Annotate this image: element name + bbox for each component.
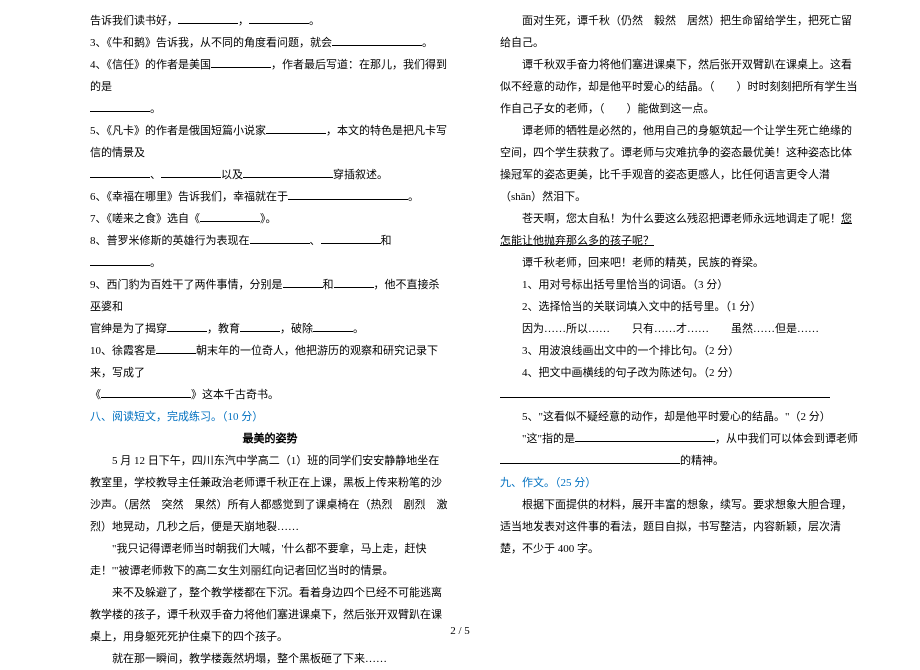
question-5d: 的精神。 (500, 450, 860, 472)
passage-title: 最美的姿势 (90, 428, 450, 450)
para-3: 来不及躲避了，整个教学楼都在下沉。看着身边四个已经不可能逃离教学楼的孩子，谭千秋… (90, 582, 450, 648)
page-number: 2 / 5 (0, 625, 920, 637)
line-8: 7、《嗟来之食》选自《》。 (90, 208, 450, 230)
section-9-heading: 九、作文。（25 分） (500, 472, 860, 494)
line-10: 9、西门豹为百姓干了两件事情，分别是和，他不直接杀巫婆和 (90, 274, 450, 318)
line-4: 。 (90, 98, 450, 120)
r-para-2: 谭千秋双手奋力将他们塞进课桌下，然后张开双臂趴在课桌上。这看似不经意的动作，却是… (500, 54, 860, 120)
question-5a: 5、"这看似不疑经意的动作，却是他平时爱心的结晶。"（2 分） (500, 406, 860, 428)
line-5: 5、《凡卡》的作者是俄国短篇小说家，本文的特色是把凡卡写信的情景及 (90, 120, 450, 164)
question-2: 2、选择恰当的关联词填入文中的括号里。（1 分） (500, 296, 860, 318)
essay-prompt: 根据下面提供的材料，展开丰富的想象，续写。要求想象大胆合理，适当地发表对这件事的… (500, 494, 860, 560)
line-11: 官绅是为了揭穿，教育，破除。 (90, 318, 450, 340)
para-4: 就在那一瞬间，教学楼轰然坍塌，整个黑板砸了下来…… (90, 648, 450, 670)
r-para-5: 谭千秋老师，回来吧！老师的精英，民族的脊梁。 (500, 252, 860, 274)
para-2: "我只记得谭老师当时朝我们大喊，'什么都不要拿，马上走，赶快走！'"被谭老师救下… (90, 538, 450, 582)
r-para-4: 苍天啊，您太自私！为什么要这么残忍把谭老师永远地调走了呢！您怎能让他抛弃那么多的… (500, 208, 860, 252)
r-para-3: 谭老师的牺牲是必然的，他用自己的身躯筑起一个让学生死亡绝缘的空间，四个学生获救了… (500, 120, 860, 208)
question-4: 4、把文中画横线的句子改为陈述句。（2 分） (500, 362, 860, 384)
answer-line-1 (500, 384, 860, 406)
line-2: 3、《牛和鹅》告诉我，从不同的角度看问题，就会。 (90, 32, 450, 54)
line-12: 10、徐霞客是朝末年的一位奇人，他把游历的观察和研究记录下来，写成了 (90, 340, 450, 384)
left-column: 告诉我们读书好，，。 3、《牛和鹅》告诉我，从不同的角度看问题，就会。 4、《信… (90, 10, 450, 670)
section-8-heading: 八、阅读短文，完成练习。（10 分） (90, 406, 450, 428)
para-1: 5 月 12 日下午，四川东汽中学高二（1）班的同学们安安静静地坐在教室里，学校… (90, 450, 450, 538)
question-3: 3、用波浪线画出文中的一个排比句。（2 分） (500, 340, 860, 362)
question-1: 1、用对号标出括号里恰当的词语。（3 分） (500, 274, 860, 296)
line-3: 4、《信任》的作者是美国，作者最后写道：在那儿，我们得到的是 (90, 54, 450, 98)
line-7: 6、《幸福在哪里》告诉我们，幸福就在于。 (90, 186, 450, 208)
line-13: 《》这本千古奇书。 (90, 384, 450, 406)
line-9: 8、普罗米修斯的英雄行为表现在、和。 (90, 230, 450, 274)
question-5b: "这"指的是，从中我们可以体会到谭老师 (500, 428, 860, 450)
line-6: 、以及穿插叙述。 (90, 164, 450, 186)
line-1: 告诉我们读书好，，。 (90, 10, 450, 32)
r-para-1: 面对生死，谭千秋（仍然 毅然 居然）把生命留给学生，把死亡留给自己。 (500, 10, 860, 54)
question-2-options: 因为……所以…… 只有……才…… 虽然……但是…… (500, 318, 860, 340)
right-column: 面对生死，谭千秋（仍然 毅然 居然）把生命留给学生，把死亡留给自己。 谭千秋双手… (500, 10, 860, 670)
